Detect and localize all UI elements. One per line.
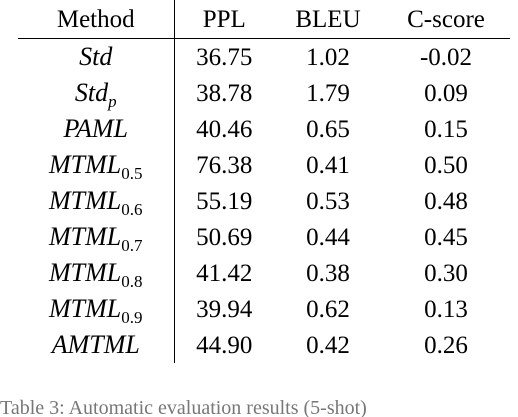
table-row: MTML0.9 39.94 0.62 0.13	[18, 291, 510, 327]
method-name: MTML	[49, 186, 122, 215]
method-subscript: 0.5	[121, 164, 143, 183]
table-row: Stdp 38.78 1.79 0.09	[18, 75, 510, 111]
table-row: PAML 40.46 0.65 0.15	[18, 111, 510, 147]
ppl-cell: 40.46	[196, 115, 253, 143]
bleu-cell: 0.42	[306, 331, 350, 359]
bleu-cell: 0.62	[306, 295, 350, 323]
bleu-cell: 1.02	[306, 43, 350, 71]
table-caption: Table 3: Automatic evaluation results (5…	[0, 397, 367, 417]
ppl-cell: 44.90	[196, 331, 253, 359]
method-cell: Stdp	[18, 75, 175, 111]
ppl-cell: 41.42	[196, 259, 253, 287]
method-name: MTML	[49, 294, 122, 323]
method-cell: Std	[18, 38, 175, 75]
results-table-container: Method PPL BLEU C-score Std 36.75 1.02 -0.0…	[18, 0, 510, 363]
header-bleu: BLEU	[274, 0, 382, 39]
bleu-cell: 0.53	[306, 187, 350, 215]
bleu-cell: 0.38	[306, 259, 350, 287]
method-name: PAML	[63, 114, 129, 143]
method-name: MTML	[49, 222, 122, 251]
cscore-cell: 0.50	[424, 151, 468, 179]
method-cell: AMTML	[18, 327, 175, 363]
method-cell: MTML0.5	[18, 147, 175, 183]
ppl-cell: 38.78	[196, 79, 253, 107]
bleu-cell: 0.41	[306, 151, 350, 179]
method-subscript: 0.9	[121, 308, 143, 327]
method-subscript: 0.6	[121, 200, 143, 219]
ppl-cell: 76.38	[196, 151, 253, 179]
cscore-cell: 0.48	[424, 187, 468, 215]
table-header-row: Method PPL BLEU C-score	[18, 0, 510, 39]
method-subscript: 0.8	[121, 272, 143, 291]
header-cscore: C-score	[382, 0, 510, 39]
table-row: MTML0.7 50.69 0.44 0.45	[18, 219, 510, 255]
method-name: Std	[74, 78, 109, 107]
ppl-cell: 50.69	[196, 223, 253, 251]
ppl-cell: 55.19	[196, 187, 253, 215]
bleu-cell: 0.65	[306, 115, 350, 143]
ppl-cell: 36.75	[196, 43, 253, 71]
table-body: Std 36.75 1.02 -0.02 Stdp 38.78 1.79 0.09 PAML 40…	[18, 38, 510, 363]
bleu-cell: 1.79	[306, 79, 350, 107]
cscore-cell: 0.26	[424, 331, 468, 359]
method-cell: MTML0.6	[18, 183, 175, 219]
header-ppl: PPL	[174, 0, 274, 39]
cscore-cell: 0.15	[424, 115, 468, 143]
table-row: MTML0.6 55.19 0.53 0.48	[18, 183, 510, 219]
method-name: MTML	[49, 150, 122, 179]
cscore-cell: 0.13	[424, 295, 468, 323]
table-row: Std 36.75 1.02 -0.02	[18, 38, 510, 75]
cscore-cell: 0.09	[424, 79, 468, 107]
cscore-cell: 0.45	[424, 223, 468, 251]
method-cell: MTML0.9	[18, 291, 175, 327]
bleu-cell: 0.44	[306, 223, 350, 251]
method-name: MTML	[49, 258, 122, 287]
method-subscript: p	[108, 92, 117, 111]
cscore-cell: 0.30	[424, 259, 468, 287]
table-row: MTML0.5 76.38 0.41 0.50	[18, 147, 510, 183]
table-row: MTML0.8 41.42 0.38 0.30	[18, 255, 510, 291]
method-cell: MTML0.8	[18, 255, 175, 291]
method-cell: MTML0.7	[18, 219, 175, 255]
table-row: AMTML 44.90 0.42 0.26	[18, 327, 510, 363]
method-subscript: 0.7	[121, 236, 143, 255]
method-name: Std	[79, 42, 113, 71]
cscore-cell: -0.02	[419, 43, 473, 71]
header-method: Method	[18, 0, 175, 39]
method-name: AMTML	[51, 330, 140, 359]
method-cell: PAML	[18, 111, 175, 147]
results-table: Method PPL BLEU C-score Std 36.75 1.02 -0.0…	[18, 0, 510, 363]
ppl-cell: 39.94	[196, 295, 253, 323]
